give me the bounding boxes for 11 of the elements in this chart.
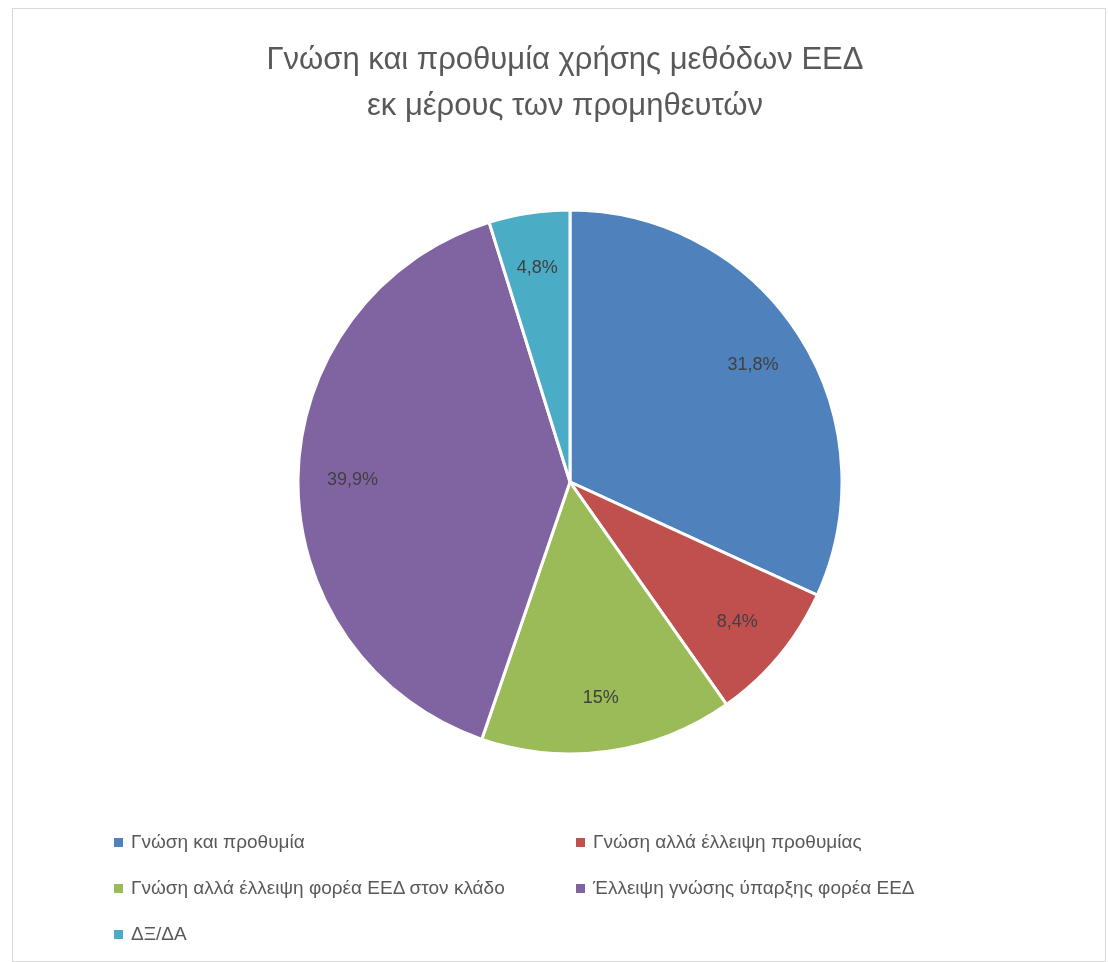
legend-label: ΔΞ/ΔΑ xyxy=(131,923,187,945)
data-label: 8,4% xyxy=(716,611,758,632)
chart-title: Γνώση και προθυμία χρήσης μεθόδων ΕΕΔ εκ μέρους των προμηθευτών xyxy=(265,40,865,124)
data-label: 15% xyxy=(582,687,619,708)
legend-label: Γνώση και προθυμία xyxy=(131,831,305,853)
legend-label: Έλλειψη γνώσης ύπαρξης φορέα ΕΕΔ xyxy=(593,877,915,899)
data-label: 31,8% xyxy=(727,354,779,375)
legend-label: Γνώση αλλά έλλειψη φορέα ΕΕΔ στον κλάδο xyxy=(131,877,505,899)
data-label: 4,8% xyxy=(516,256,558,277)
legend-label: Γνώση αλλά έλλειψη προθυμίας xyxy=(593,831,862,853)
data-label: 39,9% xyxy=(326,468,378,489)
